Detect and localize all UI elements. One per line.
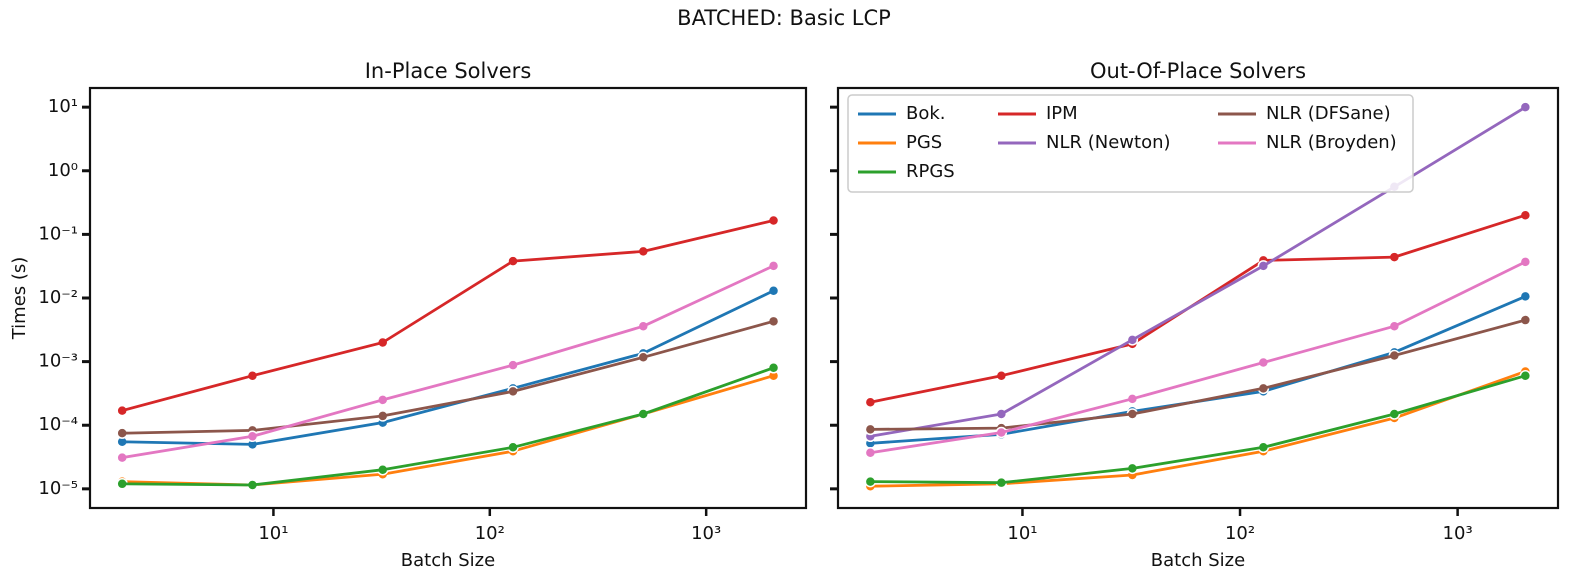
x-tick-label: 10¹	[1007, 523, 1037, 544]
series-line	[870, 260, 1527, 455]
y-tick-label: 10⁻³	[38, 351, 78, 372]
legend-label: NLR (Broyden)	[1266, 132, 1397, 153]
legend: Bok. PGS RPGS IPM NLR (Newton) NLR (DFSane) NL…	[847, 94, 1414, 193]
legend-label: PGS	[906, 132, 942, 153]
series-line	[121, 219, 774, 412]
point-marker	[767, 285, 780, 297]
y-tick-label: 10⁻¹	[38, 223, 78, 244]
series-line	[121, 264, 775, 459]
series-line	[870, 370, 1526, 488]
x-tick-label: 10²	[475, 523, 505, 544]
y-tick-label: 10⁻²	[38, 287, 78, 308]
x-tick-label: 10³	[691, 523, 721, 544]
series-line	[870, 318, 1526, 431]
series-line	[122, 366, 774, 487]
panel-title: In-Place Solvers	[365, 59, 532, 83]
legend-label: Bok.	[906, 103, 946, 124]
x-tick-label: 10¹	[258, 523, 288, 544]
legend-label: IPM	[1046, 103, 1078, 124]
plot-frame	[836, 86, 1560, 510]
series-line	[870, 106, 1527, 438]
x-tick-label: 10³	[1443, 523, 1473, 544]
y-axis-label: Times (s)	[9, 257, 30, 341]
legend-label: NLR (DFSane)	[1266, 103, 1391, 124]
y-tick-label: 10⁻⁵	[38, 478, 78, 499]
y-tick-label: 10⁻⁴	[38, 414, 78, 435]
figure-title: BATCHED: Basic LCP	[677, 6, 891, 30]
series-line	[122, 319, 774, 435]
point-marker	[767, 260, 780, 272]
x-axis-label: Batch Size	[1151, 550, 1245, 571]
point-marker	[767, 362, 780, 374]
x-axis-label: Batch Size	[401, 550, 495, 571]
y-tick-label: 10¹	[48, 96, 78, 117]
y-tick-label: 10⁰	[48, 160, 78, 181]
plot-frame	[88, 86, 808, 510]
legend-label: RPGS	[906, 161, 955, 182]
series-line	[870, 374, 1526, 485]
legend-label: NLR (Newton)	[1046, 132, 1171, 153]
series-line	[870, 295, 1526, 445]
legend-box	[847, 94, 1414, 193]
series-line	[122, 289, 775, 446]
x-tick-label: 10²	[1225, 523, 1255, 544]
panel-title: Out-Of-Place Solvers	[1090, 59, 1306, 83]
